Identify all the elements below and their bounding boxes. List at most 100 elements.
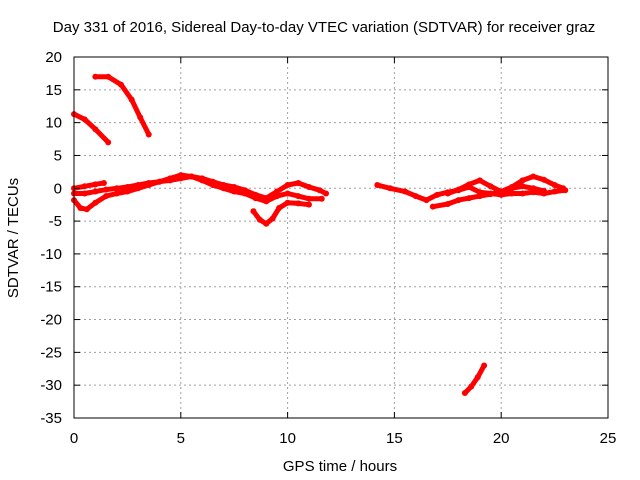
data-point [466,181,473,188]
y-tick-label: 0 [54,180,62,197]
data-point [128,96,135,103]
data-point [209,178,216,185]
series-arc-9 [444,173,567,197]
axis-ticks [73,56,609,419]
data-point [269,215,276,222]
data-point [113,185,120,192]
y-tick-label: 10 [45,115,62,132]
data-point [250,208,257,215]
data-point [188,173,195,180]
data-point [474,374,481,381]
data-point [284,190,291,197]
data-point [519,190,526,197]
data-point [402,188,409,195]
data-point [167,177,174,184]
data-point [423,197,430,204]
data-series [71,73,569,397]
data-point [455,186,462,193]
data-point [137,114,144,121]
x-axis-label: GPS time / hours [283,458,397,475]
series-line [462,363,487,396]
data-point [124,188,131,195]
data-point [461,390,468,397]
data-point [508,190,515,197]
y-tick-label: 15 [45,82,62,99]
data-point [316,187,323,194]
y-tick-label: -30 [40,377,62,394]
data-point [124,183,131,190]
data-point [156,178,163,185]
y-tick-label: -20 [40,312,62,329]
chart-title: Day 331 of 2016, Sidereal Day-to-day VTE… [53,19,595,36]
data-point [83,206,90,213]
data-point [540,176,547,183]
data-point [519,177,526,184]
data-point [540,187,547,194]
series-arc-8 [429,183,547,210]
data-point [295,193,302,200]
data-point [199,175,206,182]
data-point [103,186,110,193]
data-point [241,187,248,194]
data-point [318,195,325,202]
y-tick-label: -35 [40,410,62,427]
data-point [530,173,537,180]
series-arc-10 [461,362,488,397]
data-point [273,188,280,195]
plot-frame [73,56,609,419]
data-point [487,191,494,198]
series-line [71,180,107,191]
data-point [429,203,436,210]
data-point [323,190,330,197]
data-point [498,188,505,195]
series-arc-6 [250,199,312,227]
data-point [105,73,112,80]
data-point [252,191,259,198]
data-point [135,181,142,188]
data-point [305,183,312,190]
data-point [530,185,537,192]
series-line [71,111,111,145]
data-point [145,131,152,138]
x-tick-label: 0 [70,430,78,447]
grid-lines [74,57,608,418]
series-arc-4 [71,173,330,202]
data-point [117,81,124,88]
data-point [284,181,291,188]
y-axis-label: SDTVAR / TECUs [5,178,22,298]
data-point [487,183,494,190]
y-tick-label: -5 [49,213,62,230]
data-point [92,199,99,206]
y-tick-label: -15 [40,279,62,296]
data-point [92,188,99,195]
data-point [295,200,302,207]
data-point [284,199,291,206]
data-point [263,220,270,227]
data-point [374,181,381,188]
data-point [100,180,107,187]
data-point [444,201,451,208]
x-tick-label: 5 [177,430,185,447]
series-arc-1 [71,111,112,146]
data-point [560,185,567,192]
data-point [92,181,99,188]
data-point [551,181,558,188]
y-tick-label: -10 [40,246,62,263]
data-point [476,193,483,200]
data-point [468,383,475,390]
data-point [263,195,270,202]
data-point [481,362,488,369]
data-point [444,190,451,197]
data-point [466,195,473,202]
data-point [276,204,283,211]
data-point [295,180,302,187]
data-point [305,195,312,202]
data-point [81,183,88,190]
y-tick-label: 20 [45,49,62,66]
data-point [105,139,112,146]
y-tick-label: 5 [54,147,62,164]
y-tick-label: -25 [40,344,62,361]
data-point [92,73,99,80]
data-point [113,190,120,197]
